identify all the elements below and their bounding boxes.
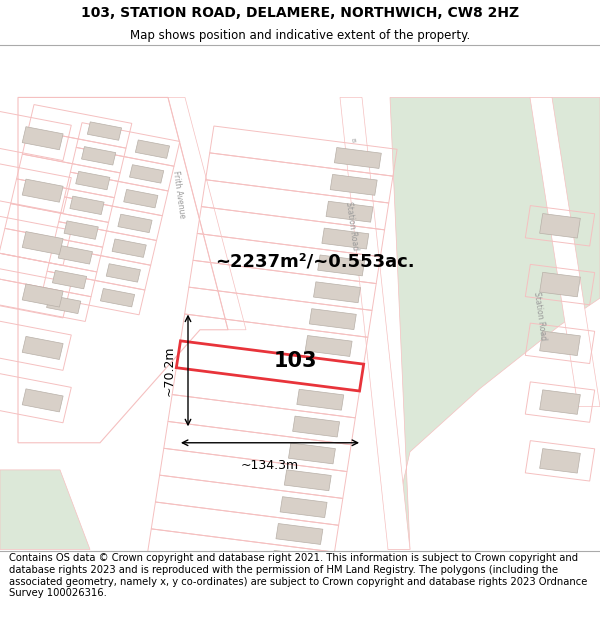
Polygon shape [70, 196, 104, 214]
Polygon shape [539, 331, 580, 356]
Polygon shape [0, 470, 90, 549]
Polygon shape [22, 179, 63, 202]
Polygon shape [539, 214, 580, 238]
Text: Frith Avenue: Frith Avenue [171, 170, 187, 219]
Polygon shape [293, 416, 340, 437]
Polygon shape [130, 165, 164, 183]
Text: Contains OS data © Crown copyright and database right 2021. This information is : Contains OS data © Crown copyright and d… [9, 554, 587, 598]
Polygon shape [168, 98, 246, 330]
Text: ~2237m²/~0.553ac.: ~2237m²/~0.553ac. [215, 253, 415, 271]
Text: 103, STATION ROAD, DELAMERE, NORTHWICH, CW8 2HZ: 103, STATION ROAD, DELAMERE, NORTHWICH, … [81, 6, 519, 19]
Polygon shape [276, 524, 323, 544]
Polygon shape [305, 336, 352, 356]
Polygon shape [88, 122, 122, 140]
Polygon shape [340, 98, 410, 549]
Polygon shape [318, 255, 365, 276]
Polygon shape [22, 284, 63, 307]
Polygon shape [82, 147, 116, 165]
Polygon shape [530, 98, 600, 407]
Text: 103: 103 [273, 351, 317, 371]
Polygon shape [100, 289, 134, 307]
Polygon shape [272, 551, 319, 571]
Polygon shape [334, 148, 382, 168]
Polygon shape [263, 604, 310, 625]
Polygon shape [76, 171, 110, 190]
Text: B: B [349, 138, 355, 142]
Polygon shape [539, 390, 580, 414]
Polygon shape [326, 201, 373, 222]
Text: ~70.2m: ~70.2m [163, 345, 176, 396]
Polygon shape [64, 221, 98, 239]
Polygon shape [289, 443, 335, 464]
Polygon shape [284, 470, 331, 491]
Polygon shape [22, 127, 63, 150]
Polygon shape [330, 174, 377, 195]
Polygon shape [322, 228, 369, 249]
Polygon shape [539, 449, 580, 473]
Polygon shape [58, 246, 92, 264]
Text: Station Road: Station Road [344, 201, 360, 251]
Polygon shape [22, 231, 63, 254]
Polygon shape [112, 239, 146, 258]
Polygon shape [22, 389, 63, 412]
Polygon shape [52, 271, 86, 289]
Polygon shape [106, 264, 140, 282]
Text: ~134.3m: ~134.3m [241, 459, 299, 472]
Text: Map shows position and indicative extent of the property.: Map shows position and indicative extent… [130, 29, 470, 42]
Polygon shape [118, 214, 152, 232]
Polygon shape [268, 578, 314, 598]
Polygon shape [280, 497, 327, 518]
Polygon shape [539, 272, 580, 297]
Polygon shape [388, 98, 600, 549]
Polygon shape [310, 309, 356, 329]
Polygon shape [136, 140, 170, 158]
Polygon shape [22, 336, 63, 359]
Polygon shape [297, 389, 344, 410]
Polygon shape [314, 282, 361, 302]
Polygon shape [124, 189, 158, 208]
Polygon shape [47, 295, 81, 314]
Text: Station Road: Station Road [532, 291, 548, 341]
